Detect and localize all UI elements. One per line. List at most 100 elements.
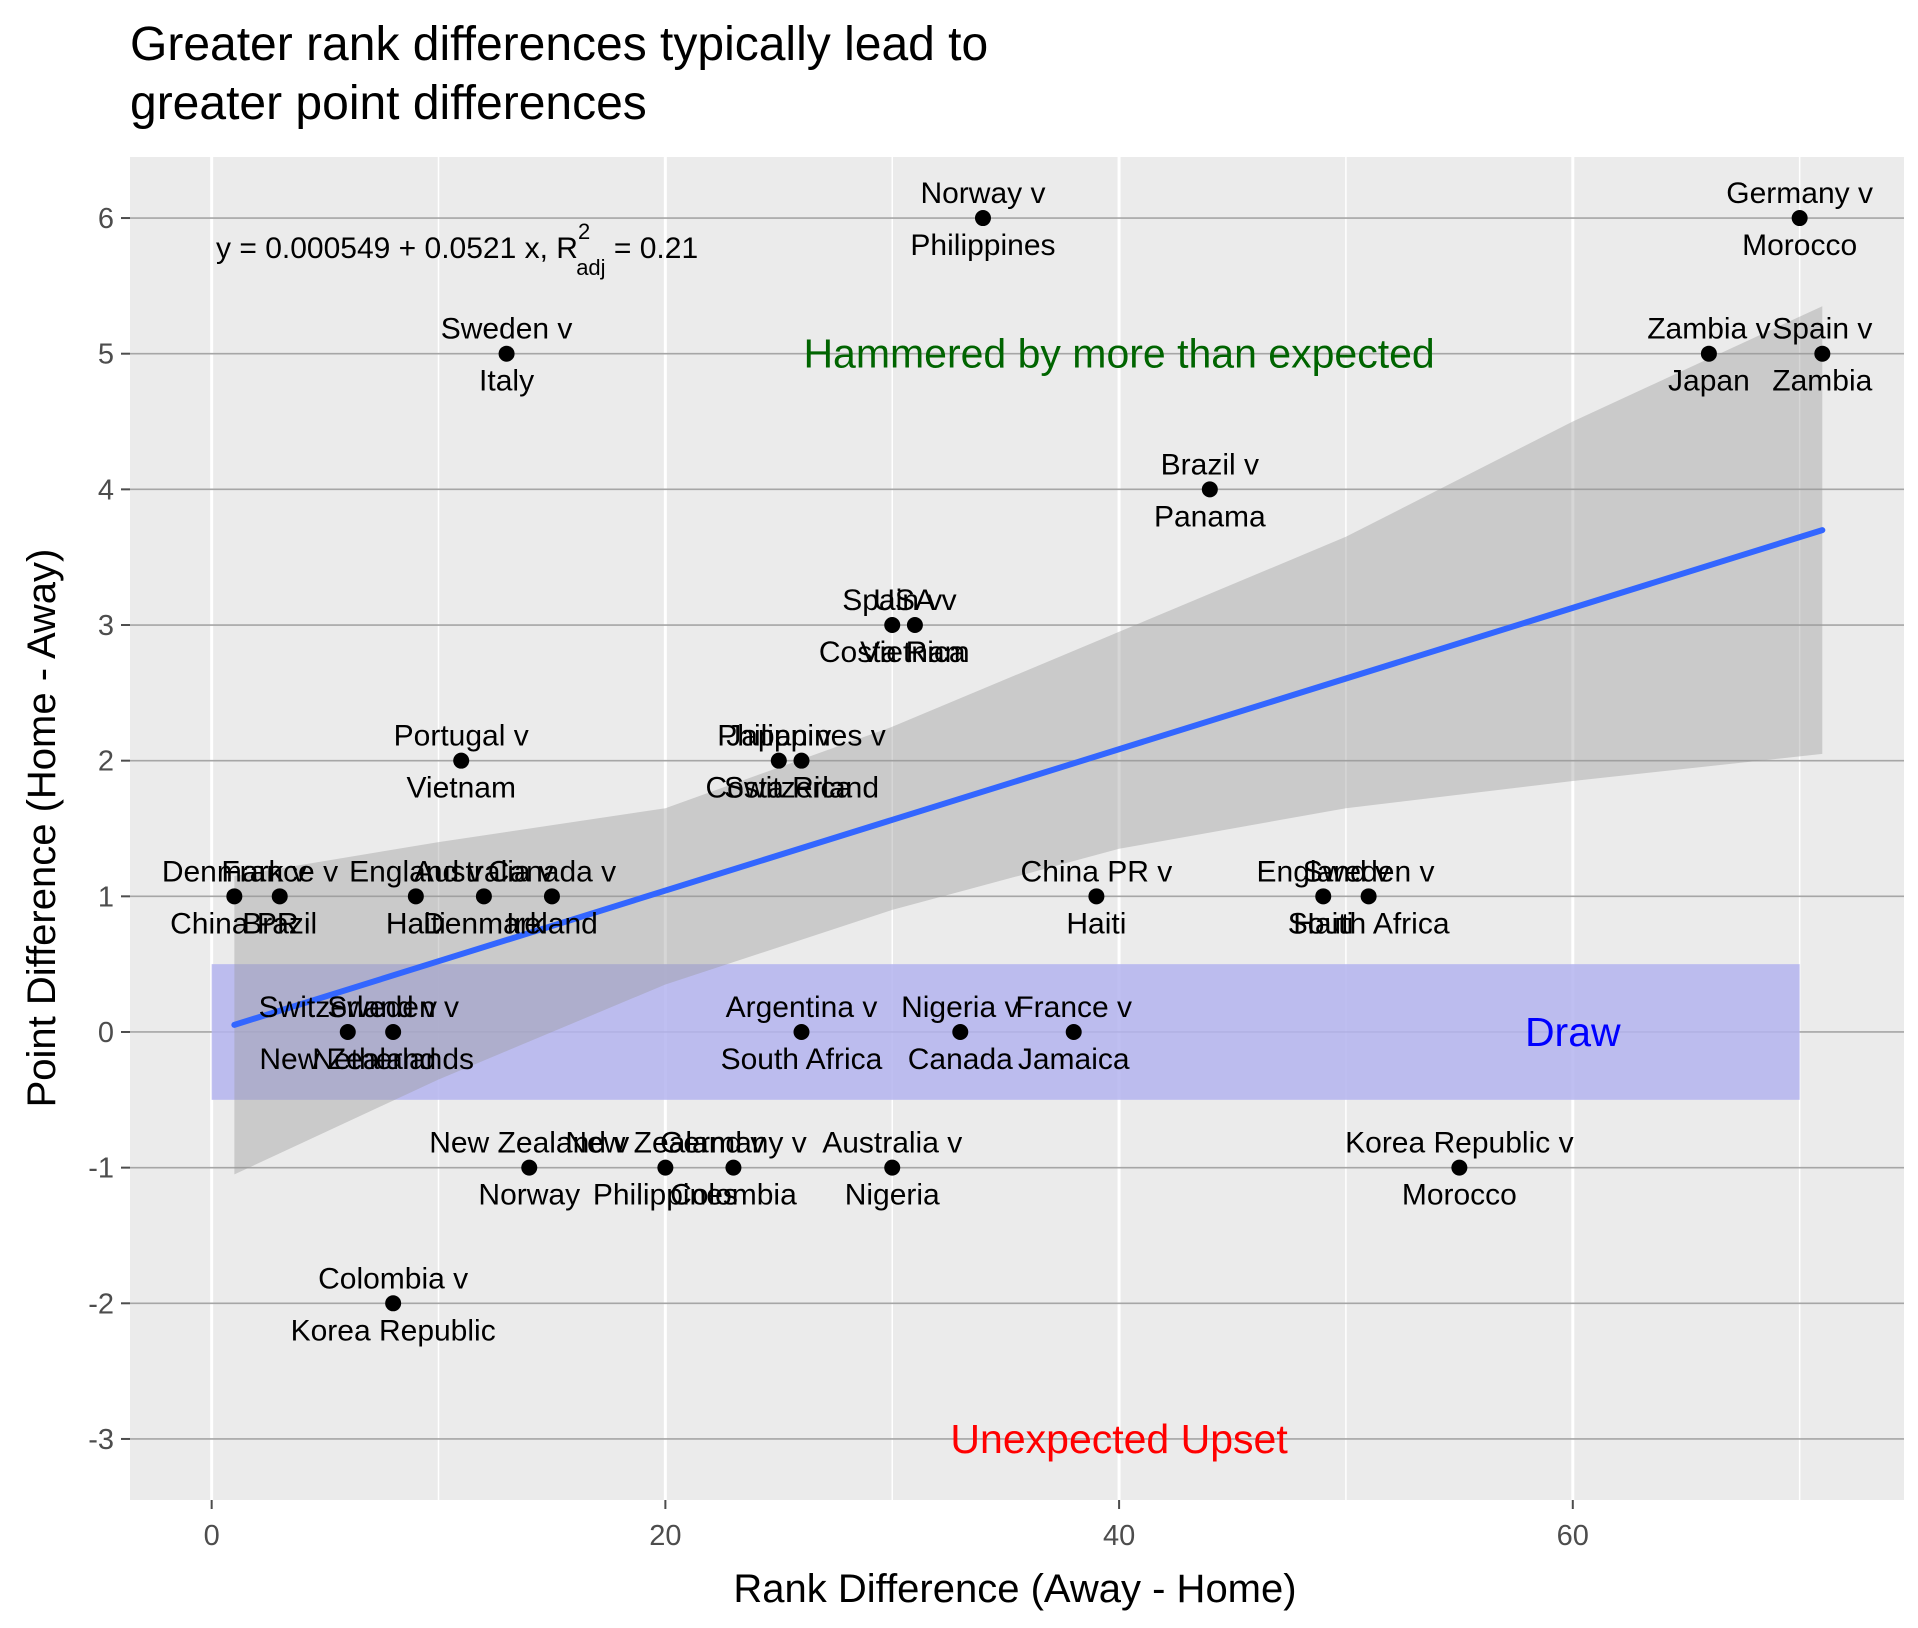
point-label-away: Brazil [242,907,317,940]
y-tick-label: 1 [98,881,114,913]
point-label-away: Korea Republic [291,1314,496,1347]
data-point [521,1159,538,1176]
point-label-home: Norway v [920,177,1045,210]
chart-title-line-2: greater point differences [130,77,647,130]
point-label-home: Sweden v [441,313,573,346]
annotation-draw: Draw [1525,1009,1621,1055]
point-label-away: South Africa [1288,907,1450,940]
point-label-home: New Zealand v [429,1127,629,1160]
point-label-away: Zambia [1772,365,1872,398]
point-label-home: Canada v [488,855,616,888]
data-point [1201,481,1218,498]
point-label-away: Colombia [670,1179,797,1212]
equation-tail: = 0.21 [606,232,699,265]
data-point [1700,345,1717,362]
x-tick-label: 20 [649,1520,681,1552]
y-tick-label: 6 [98,203,114,235]
data-point [1065,1023,1082,1040]
data-point [1814,345,1831,362]
point-label-away: Morocco [1402,1179,1517,1212]
point-label-home: China PR v [1021,855,1173,888]
point-label-away: Ireland [506,907,598,940]
point-label-home: England v [1257,855,1390,888]
x-axis-ticks: 0 20 40 60 [204,1500,1589,1552]
y-tick-label: 0 [98,1017,114,1049]
point-label-home: USA v [873,584,956,617]
data-point [793,1023,810,1040]
point-label-away: China PR [170,907,298,940]
x-axis-title: Rank Difference (Away - Home) [733,1567,1296,1611]
point-label-home: Sweden v [1303,855,1435,888]
point-label-home: Philippines v [717,720,885,753]
point-label-away: Philippines [910,229,1055,262]
point-labels: Denmark v China PR France v Brazil England v… [162,177,1873,1347]
draw-band [211,964,1800,1100]
point-label-home: Australia v [414,855,554,888]
data-point [1315,888,1332,905]
point-label-away: Haiti [1066,907,1126,940]
annotation-upset: Unexpected Upset [950,1416,1288,1462]
data-point [657,1159,674,1176]
point-label-away: Denmark [423,907,546,940]
data-point [952,1023,969,1040]
point-label-away: Morocco [1742,229,1857,262]
minor-gridlines [437,157,1801,1500]
equation-subscript: adj [576,255,605,280]
point-label-home: Argentina v [726,991,878,1024]
point-label-away: Nigeria [845,1179,940,1212]
y-tick-label: 2 [98,746,114,778]
x-tick-label: 0 [204,1520,220,1552]
point-label-away: Japan [1668,365,1750,398]
point-label-home: New Zealand v [565,1127,765,1160]
chart-title-line-1: Greater rank differences typically lead … [130,18,988,71]
data-point [906,617,923,634]
data-point [475,888,492,905]
data-point [793,752,810,769]
data-point [543,888,560,905]
data-point [407,888,424,905]
data-point [339,1023,356,1040]
y-tick-label: 3 [98,610,114,642]
point-label-home: Australia v [822,1127,962,1160]
x-tick-label: 40 [1103,1520,1135,1552]
data-point [385,1023,402,1040]
point-label-away: New Zealand [259,1043,436,1076]
point-label-away: Vietnam [406,772,516,805]
point-label-away: Haiti [1293,907,1353,940]
point-label-away: Italy [479,365,534,398]
data-point [453,752,470,769]
data-point [770,752,787,769]
point-label-away: Netherlands [312,1043,474,1076]
y-tick-label: -2 [88,1288,114,1320]
point-label-home: France v [1015,991,1132,1024]
confidence-ribbon [234,306,1823,1175]
equation-superscript: 2 [578,219,590,244]
data-point [498,345,515,362]
annotation-hammered: Hammered by more than expected [803,331,1434,377]
data-point [884,1159,901,1176]
point-label-away: Norway [478,1179,580,1212]
point-label-away: Philippines [593,1179,738,1212]
point-label-away: Costa Rica [705,772,852,805]
data-point [385,1295,402,1312]
data-point [1360,888,1377,905]
point-label-away: South Africa [721,1043,883,1076]
plot-panel [130,157,1904,1500]
data-point [1088,888,1105,905]
point-label-home: Germany v [1726,177,1873,210]
point-label-home: Portugal v [394,720,529,753]
point-label-home: Switzerland v [259,991,437,1024]
point-label-away: Canada [908,1043,1013,1076]
point-label-away: Switzerland [724,772,879,805]
point-label-home: Spain v [842,584,942,617]
point-label-home: France v [221,855,338,888]
major-gridlines [130,157,1904,1500]
data-point [974,210,991,227]
point-label-home: Brazil v [1161,448,1259,481]
y-tick-label: 4 [98,474,114,506]
point-label-home: Japan v [726,720,831,753]
data-point [1451,1159,1468,1176]
data-point [725,1159,742,1176]
point-label-away: Jamaica [1018,1043,1130,1076]
